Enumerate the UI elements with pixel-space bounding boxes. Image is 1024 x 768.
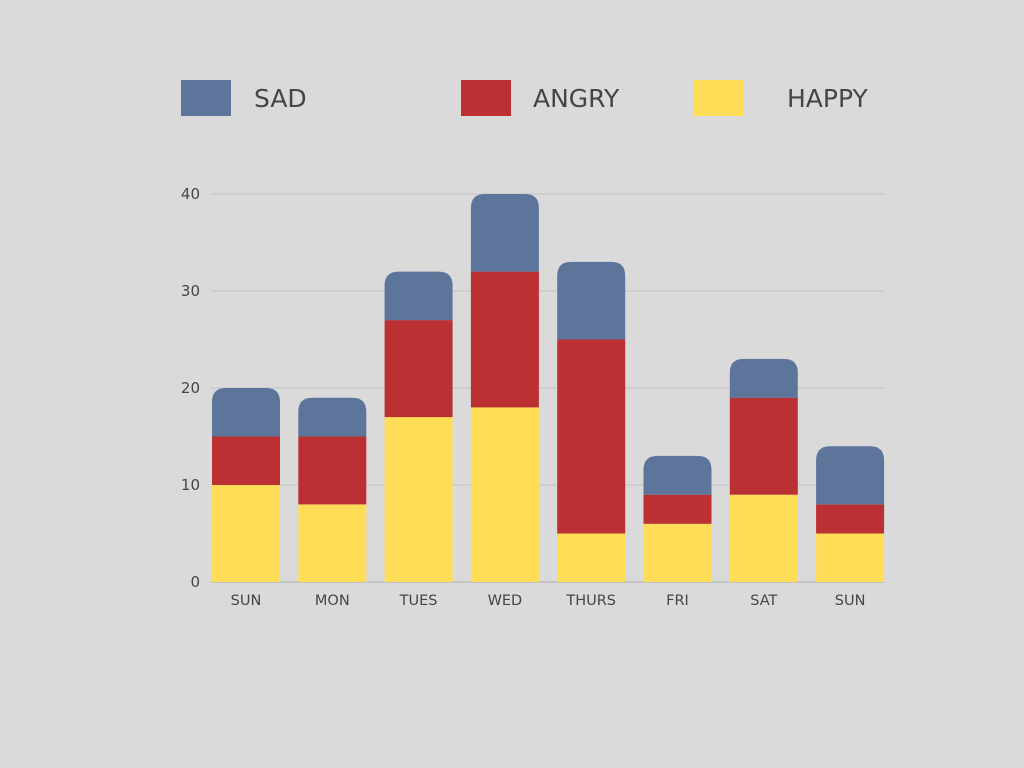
bar-stack [298,397,367,582]
legend: SAD ANGRY HAPPY [181,80,869,116]
bar-segment-happy [816,533,885,582]
bar-segment-sad [212,388,280,437]
bar-segment-sad [816,446,885,505]
bars [212,194,885,582]
x-tick-label: SAT [750,593,777,609]
legend-item-angry: ANGRY [461,80,620,116]
legend-label: HAPPY [787,84,869,113]
legend-label: ANGRY [533,84,620,113]
legend-swatch [693,80,743,116]
y-tick-label: 30 [181,282,200,300]
x-tick-label: THURS [565,593,616,609]
x-tick-label: SUN [835,593,866,609]
bar-segment-happy [557,533,626,582]
bar-stack [470,194,539,582]
legend-swatch [461,80,511,116]
bar-segment-angry [643,494,712,524]
y-axis-ticks: 0 10 20 30 40 [181,185,200,591]
bar-stack [729,358,798,582]
bar-segment-happy [384,417,453,582]
legend-swatch [181,80,231,116]
bar-stack [212,388,280,582]
legend-label: SAD [254,84,307,113]
y-tick-label: 10 [181,476,200,494]
legend-item-happy: HAPPY [693,80,869,116]
bar-segment-angry [816,504,885,534]
legend-item-sad: SAD [181,80,307,116]
bar-segment-angry [729,397,798,495]
bar-segment-sad [470,194,539,272]
bar-stack [384,271,453,582]
x-tick-label: MON [315,593,350,609]
bar-segment-sad [729,358,798,398]
bar-segment-happy [729,494,798,582]
x-tick-label: WED [488,593,523,609]
x-tick-label: FRI [666,593,689,609]
bar-segment-sad [643,455,712,495]
bar-segment-happy [470,407,539,582]
y-tick-label: 40 [181,185,200,203]
bar-segment-angry [384,320,453,418]
bar-stack [643,455,712,582]
y-tick-label: 0 [190,573,200,591]
bar-stack [557,261,626,582]
bar-segment-sad [298,397,367,437]
bar-segment-happy [643,523,712,582]
bar-segment-angry [557,339,626,534]
x-tick-label: SUN [231,593,262,609]
y-tick-label: 20 [181,379,200,397]
bar-segment-angry [298,436,367,505]
x-tick-label: TUES [399,593,438,609]
bar-segment-happy [298,504,367,582]
bar-segment-sad [384,271,453,321]
bar-segment-happy [212,485,280,582]
bar-segment-angry [212,436,280,485]
bar-segment-sad [557,261,626,340]
bar-segment-angry [470,271,539,408]
x-axis-ticks: SUN MON TUES WED THURS FRI SAT SUN [231,593,866,609]
bar-stack [816,446,885,582]
